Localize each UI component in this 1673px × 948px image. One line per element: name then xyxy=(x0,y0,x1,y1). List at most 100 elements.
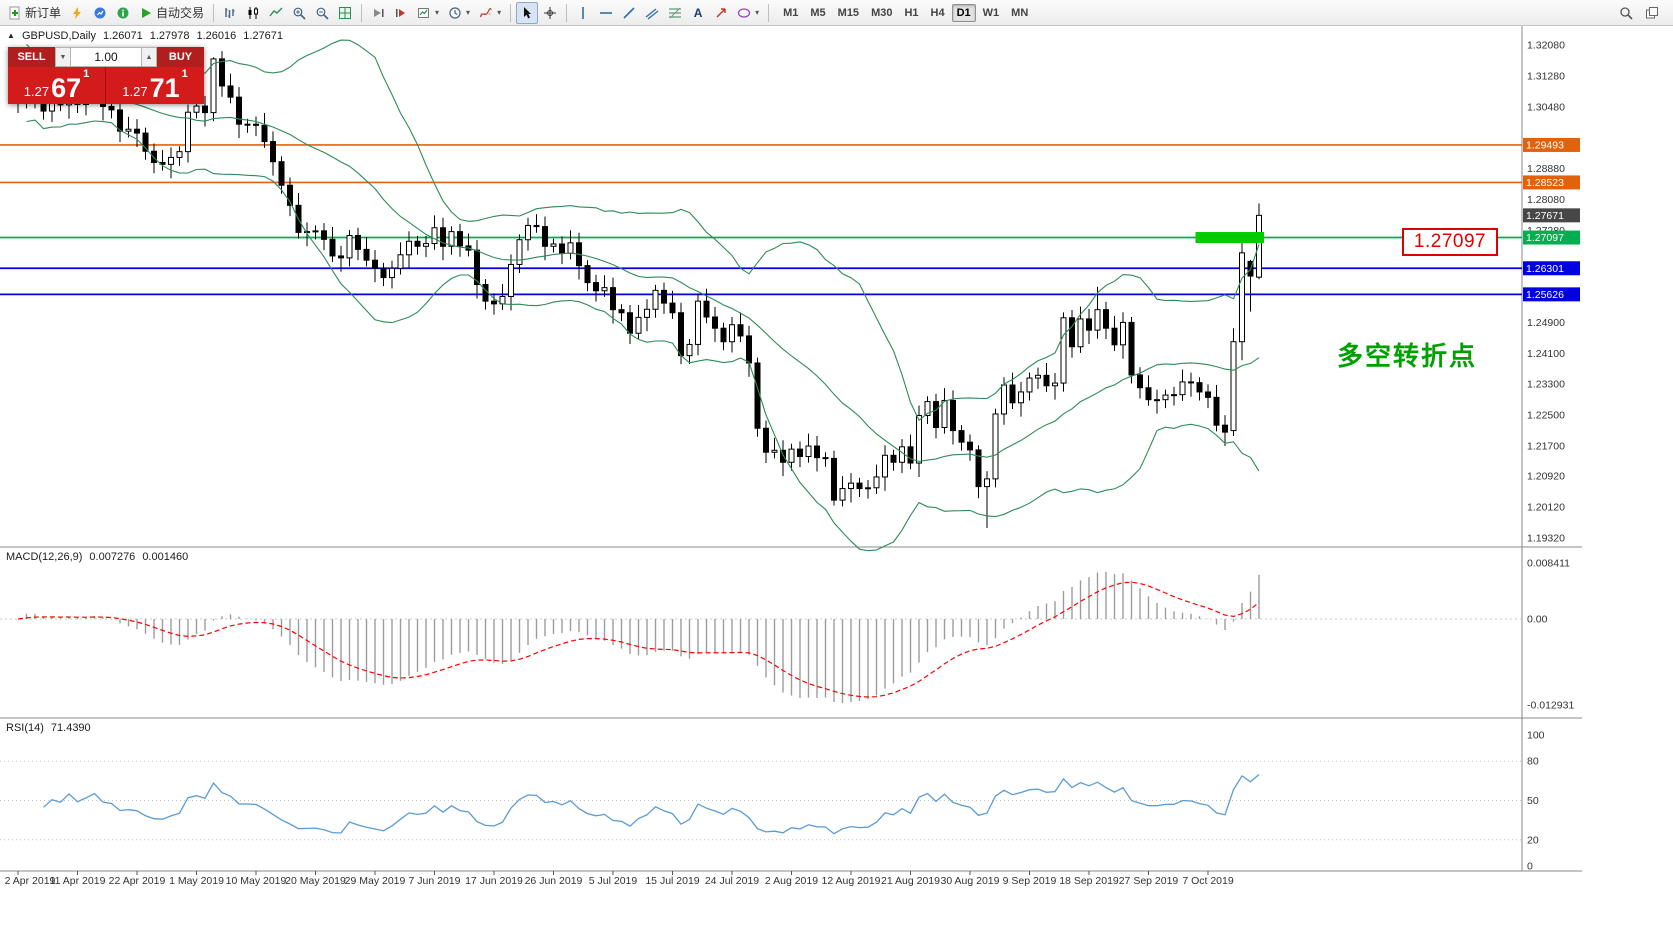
date-axis-label: 29 May 2019 xyxy=(345,875,406,887)
macd-main-value: 0.007276 xyxy=(89,551,136,563)
price-badge-label: 1.25626 xyxy=(1526,289,1564,301)
text-button[interactable]: A xyxy=(687,2,709,24)
chart-annotation-text[interactable]: 多空转折点 xyxy=(1337,341,1478,371)
price-badge xyxy=(1523,175,1580,190)
date-axis-label: 12 Aug 2019 xyxy=(822,875,881,887)
tile-windows-icon xyxy=(339,6,352,19)
macd-axis-label: 0.00 xyxy=(1527,614,1548,626)
price-axis-label: 1.28880 xyxy=(1527,163,1565,175)
price-axis-label: 1.24900 xyxy=(1527,317,1565,329)
periods-button[interactable]: ▾ xyxy=(444,2,474,24)
buy-price-pipette: 1 xyxy=(181,68,188,80)
bar-chart-button[interactable] xyxy=(219,2,241,24)
new-order-button[interactable]: 新订单 xyxy=(4,2,65,24)
channel-icon xyxy=(645,7,659,20)
timeframe-m30-button[interactable]: M30 xyxy=(871,6,893,19)
close-value: 1.27671 xyxy=(243,30,284,42)
one-click-price-row: 1.27 67 1 1.27 71 1 xyxy=(8,67,204,104)
low-value: 1.26016 xyxy=(196,30,237,42)
date-axis-label: 11 Apr 2019 xyxy=(50,875,106,887)
macd-axis-label: -0.012931 xyxy=(1527,700,1574,712)
timeframe-m15-button[interactable]: M15 xyxy=(837,6,860,19)
fibonacci-icon xyxy=(669,7,682,18)
chevron-down-icon: ▾ xyxy=(497,8,502,17)
shapes-button[interactable]: ▾ xyxy=(733,2,763,24)
cursor-button[interactable] xyxy=(516,1,539,24)
fibonacci-button[interactable] xyxy=(664,2,686,24)
date-axis-label: 15 Jul 2019 xyxy=(645,875,699,887)
market-watch-button[interactable] xyxy=(89,2,111,24)
volume-decrease-button[interactable]: ▼ xyxy=(55,47,71,67)
crosshair-button[interactable] xyxy=(539,2,561,24)
macd-indicator-header: MACD(12,26,9) 0.007276 0.001460 xyxy=(6,551,188,563)
rsi-value: 71.4390 xyxy=(50,722,91,734)
data-window-button[interactable] xyxy=(112,2,134,24)
chart-shift-button[interactable] xyxy=(390,2,412,24)
search-button[interactable] xyxy=(1615,2,1637,24)
price-badge-label: 1.27097 xyxy=(1526,232,1564,244)
date-axis-label: 7 Oct 2019 xyxy=(1182,875,1234,887)
timeframe-m1-button[interactable]: M1 xyxy=(783,6,799,19)
tile-windows-button[interactable] xyxy=(334,2,356,24)
price-axis-label: 1.20920 xyxy=(1527,471,1565,483)
toolbar-separator xyxy=(768,3,770,22)
date-axis-label: 10 May 2019 xyxy=(226,875,287,887)
trendline-button[interactable] xyxy=(618,2,640,24)
high-value: 1.27978 xyxy=(149,30,190,42)
timeframe-w1-button[interactable]: W1 xyxy=(982,6,1000,19)
volume-increase-button[interactable]: ▲ xyxy=(141,47,157,67)
one-click-collapse-button[interactable]: ▲ xyxy=(7,31,15,40)
clock-icon xyxy=(449,6,461,19)
timeframe-d1-button[interactable]: D1 xyxy=(951,3,976,22)
auto-scroll-icon xyxy=(374,8,384,17)
play-icon xyxy=(142,7,152,18)
sell-price-button[interactable]: 1.27 67 1 xyxy=(8,67,106,104)
windows-button[interactable] xyxy=(1641,2,1663,24)
volume-input[interactable] xyxy=(71,47,141,67)
price-axis-label: 1.21700 xyxy=(1527,441,1565,453)
timeframe-h4-button[interactable]: H4 xyxy=(930,6,945,19)
autotrading-button[interactable]: 自动交易 xyxy=(135,2,208,24)
macd-signal-value: 0.001460 xyxy=(142,551,189,563)
zoom-out-button[interactable] xyxy=(311,2,333,24)
indicators-button[interactable]: ▾ xyxy=(475,2,505,24)
macd-label: MACD(12,26,9) xyxy=(6,551,83,563)
zoom-in-icon xyxy=(293,7,306,20)
main-toolbar: 新订单 自动交易 ▾ ▾ xyxy=(0,0,1673,26)
rsi-axis-label: 80 xyxy=(1527,756,1539,768)
horizontal-line-icon xyxy=(600,11,613,14)
text-tool-icon: A xyxy=(693,5,703,20)
chevron-down-icon: ▾ xyxy=(466,8,471,17)
rsi-axis-label: 0 xyxy=(1527,861,1533,873)
price-callout-label[interactable]: 1.27097 xyxy=(1402,228,1498,256)
price-axis-label: 1.19320 xyxy=(1527,532,1565,544)
timeframe-mn-button[interactable]: MN xyxy=(1011,6,1029,19)
buy-price-button[interactable]: 1.27 71 1 xyxy=(106,67,204,104)
bollinger-band-line xyxy=(26,119,1260,552)
timeframe-m5-button[interactable]: M5 xyxy=(810,6,826,19)
timeframe-h1-button[interactable]: H1 xyxy=(904,6,919,19)
trendline-icon xyxy=(623,6,635,19)
timeframe-group: M1 M5 M15 M30 H1 H4 D1 W1 MN xyxy=(778,3,1033,22)
channel-button[interactable] xyxy=(641,2,663,24)
line-chart-button[interactable] xyxy=(265,2,287,24)
one-click-trading-panel: SELL ▼ ▲ BUY 1.27 67 1 1.27 71 1 xyxy=(8,47,204,104)
zoom-in-button[interactable] xyxy=(288,2,310,24)
toolbar-right-group xyxy=(1615,2,1669,24)
rsi-axis-label: 100 xyxy=(1527,730,1545,742)
sell-button[interactable]: SELL xyxy=(8,47,55,67)
arrow-object-button[interactable] xyxy=(710,2,732,24)
auto-scroll-button[interactable] xyxy=(367,2,389,24)
arrow-object-icon xyxy=(716,7,726,18)
date-axis-label: 24 Jul 2019 xyxy=(705,875,759,887)
horizontal-line-button[interactable] xyxy=(595,2,617,24)
buy-button[interactable]: BUY xyxy=(157,47,204,67)
date-axis-label: 27 Sep 2019 xyxy=(1119,875,1179,887)
candlestick-chart-button[interactable] xyxy=(242,2,264,24)
charts-button[interactable] xyxy=(66,2,88,24)
new-chart-button[interactable]: ▾ xyxy=(413,2,443,24)
sell-price-pips: 67 xyxy=(51,73,82,104)
price-badge xyxy=(1523,137,1580,152)
vertical-line-button[interactable] xyxy=(572,2,594,24)
